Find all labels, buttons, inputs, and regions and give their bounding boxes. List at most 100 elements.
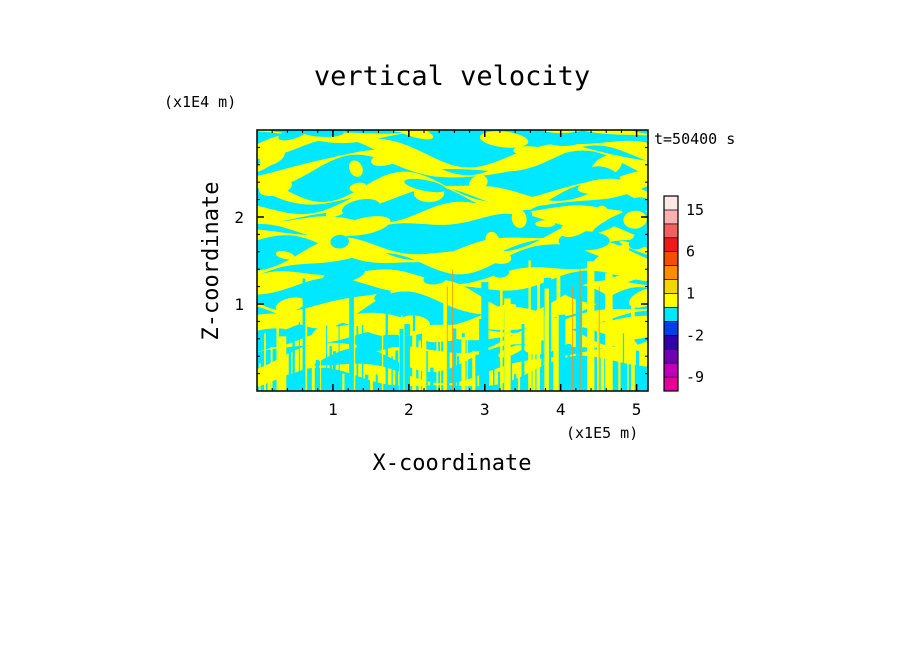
field-streak: [259, 363, 261, 391]
field-streak: [453, 328, 457, 391]
field-streak: [264, 333, 266, 391]
field-column: [399, 328, 404, 391]
field-patch: [330, 234, 349, 249]
field-column: [422, 330, 427, 391]
field-patch: [594, 205, 609, 223]
field-patch: [544, 133, 582, 147]
colorbar: 15 6 1 -2 -9: [663, 195, 704, 392]
colorbar-frame: [663, 195, 679, 392]
field-patch: [385, 239, 419, 247]
x-tick-label: 1: [328, 400, 338, 419]
field-streak: [338, 323, 340, 391]
field-patch: [485, 231, 500, 251]
updraft-streak: [579, 269, 581, 391]
field-column: [631, 301, 635, 391]
colorbar-label: 1: [686, 285, 695, 303]
colorbar-swatch: [663, 251, 679, 266]
colorbar-swatch: [663, 348, 679, 364]
colorbar-swatch: [663, 307, 679, 322]
field-patch: [371, 149, 406, 167]
field-patch: [341, 198, 380, 217]
colorbar-swatch: [663, 321, 679, 336]
field-streak: [430, 367, 434, 391]
field-patch: [339, 216, 391, 236]
field-patch: [323, 265, 365, 284]
updraft-streak: [598, 286, 600, 391]
field-column: [556, 270, 561, 391]
y-tick-label: 1: [234, 295, 244, 314]
field-streak: [541, 340, 544, 391]
field-patch: [606, 336, 638, 350]
field-streak: [391, 356, 393, 391]
field-patches: [257, 130, 648, 358]
field-column: [553, 332, 559, 391]
field-patch: [259, 179, 292, 196]
field-streak: [514, 374, 517, 391]
y-axis-label: Z-coordinate: [199, 182, 224, 341]
x-axis: 1 2 3 4 5: [271, 130, 641, 419]
field-streak: [510, 358, 513, 391]
field-streak: [493, 364, 495, 391]
field-streak: [267, 366, 271, 391]
x-axis-label: X-coordinate: [373, 451, 532, 476]
contour-field: [257, 130, 648, 391]
positive-band: [257, 220, 648, 276]
positive-band: [257, 259, 648, 295]
field-patch: [273, 238, 299, 247]
field-patch: [356, 334, 404, 352]
field-streak: [600, 350, 605, 391]
field-streak: [597, 330, 600, 391]
field-streak: [315, 359, 320, 391]
updraft-streak: [572, 286, 574, 391]
field-patch: [516, 272, 538, 285]
field-streak: [571, 363, 575, 391]
field-streak: [276, 317, 279, 391]
field-streak: [497, 371, 501, 391]
field-streak: [365, 374, 369, 391]
x-scale-note: (x1E5 m): [566, 424, 638, 442]
field-patch: [423, 272, 448, 285]
field-streak: [292, 336, 295, 391]
field-patch: [485, 291, 512, 303]
time-label: t=50400 s: [654, 130, 735, 148]
colorbar-swatch: [663, 209, 679, 225]
positive-band: [257, 172, 648, 223]
field-streak: [641, 374, 645, 391]
field-patch: [275, 251, 295, 260]
field-column: [404, 324, 410, 391]
field-patch: [325, 209, 345, 218]
field-streak: [521, 324, 525, 391]
colorbar-swatch: [663, 195, 679, 211]
field-patch: [621, 197, 648, 217]
field-streak: [385, 308, 388, 391]
y-scale-note: (x1E4 m): [164, 93, 236, 111]
field-patch: [511, 209, 527, 228]
x-tick-label: 2: [404, 400, 414, 419]
field-streak: [270, 347, 273, 391]
plot-frame: [256, 129, 649, 392]
field-column: [537, 271, 540, 391]
y-tick-label: 2: [234, 208, 244, 227]
field-streak: [298, 321, 300, 391]
field-patch: [469, 175, 488, 192]
field-patch: [349, 182, 367, 193]
field-streak: [326, 325, 328, 391]
field-patch: [449, 227, 471, 248]
field-streak: [613, 371, 616, 391]
colorbar-label: 15: [686, 201, 704, 219]
field-patch: [535, 220, 556, 228]
field-column: [412, 330, 417, 391]
field-streak: [618, 347, 621, 391]
colorbar-swatch: [663, 265, 679, 280]
field-patch: [275, 297, 306, 313]
field-patch: [392, 130, 434, 140]
field-patch: [311, 324, 340, 342]
field-streak: [333, 351, 336, 391]
field-patch: [628, 288, 648, 308]
field-column: [481, 282, 489, 391]
field-column: [605, 273, 613, 391]
field-patch: [374, 290, 392, 302]
field-streak: [361, 325, 364, 391]
field-patch: [479, 131, 529, 148]
